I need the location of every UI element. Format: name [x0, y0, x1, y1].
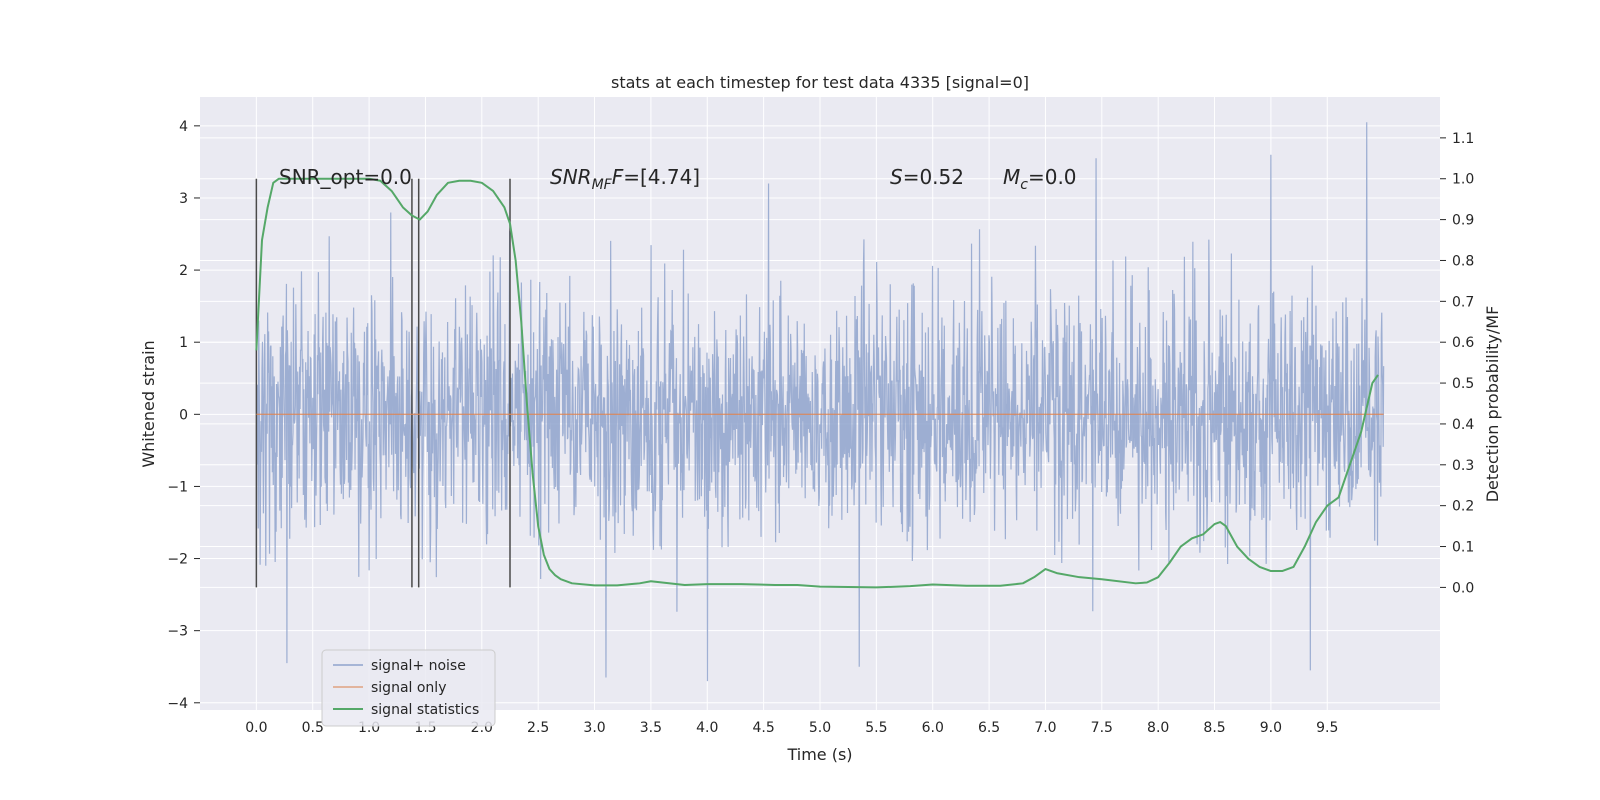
annotation-snr-mf: SNRMFF=[4.74] [550, 165, 700, 193]
x-tick-label: 0.0 [245, 720, 267, 736]
y-tick-label: −2 [167, 552, 188, 568]
legend-label-statistics: signal statistics [371, 702, 479, 718]
y-tick-label: 3 [179, 191, 188, 207]
x-tick-label: 6.5 [978, 720, 1000, 736]
y-tick-label: −3 [167, 624, 188, 640]
x-tick-label: 5.5 [865, 720, 887, 736]
y-tick-label: −1 [167, 479, 188, 495]
y-tick-label: 1 [179, 335, 188, 351]
y2-tick-label: 0.6 [1452, 335, 1474, 351]
mc-subscript: c [1020, 177, 1028, 193]
snr-mf-symbol: SNR [550, 165, 592, 189]
x-tick-label: 9.0 [1260, 720, 1282, 736]
annotation-mc: Mc=0.0 [1003, 165, 1077, 193]
x-tick-label: 8.5 [1203, 720, 1225, 736]
signal-statistics-series [255, 177, 1379, 589]
snr-mf-subscript: MF [592, 177, 613, 193]
y2-tick-label: 1.0 [1452, 172, 1474, 188]
y-tick-label: 2 [179, 263, 188, 279]
x-tick-label: 5.0 [809, 720, 831, 736]
y-tick-label: 4 [179, 119, 188, 135]
legend-label-noise: signal+ noise [371, 658, 466, 674]
x-tick-label: 7.0 [1034, 720, 1056, 736]
axis-ticks: 0.0 0.5 1.0 1.5 2.0 2.5 3.0 3.5 4.0 4.5 5.0 5.5 6.0 6… [167, 119, 1474, 736]
s-value: =0.52 [903, 165, 964, 189]
x-tick-label: 7.5 [1091, 720, 1113, 736]
y-axis-label: Whitened strain [139, 340, 158, 467]
x-tick-label: 8.0 [1147, 720, 1169, 736]
y2-tick-label: 0.2 [1452, 499, 1474, 515]
x-axis-label: Time (s) [786, 745, 852, 764]
y2-tick-label: 0.3 [1452, 458, 1474, 474]
chart-title: stats at each timestep for test data 433… [611, 73, 1029, 92]
signal-noise-series [255, 122, 1385, 682]
x-tick-label: 4.5 [753, 720, 775, 736]
grid-lines [200, 97, 1440, 710]
y2-tick-label: 1.1 [1452, 131, 1474, 147]
y2-tick-label: 0.5 [1452, 376, 1474, 392]
y2-axis-label: Detection probability/MF [1483, 306, 1502, 503]
statistics-line [255, 177, 1379, 589]
legend-label-signal: signal only [371, 680, 446, 696]
annotation-snr-opt: SNR_opt=0.0 [279, 165, 412, 189]
x-tick-label: 3.5 [640, 720, 662, 736]
y-tick-label: 0 [179, 407, 188, 423]
y2-tick-label: 0.0 [1452, 580, 1474, 596]
snr-mf-f: F [612, 165, 624, 189]
y2-tick-label: 0.9 [1452, 213, 1474, 229]
x-tick-label: 9.5 [1316, 720, 1338, 736]
annotation-s: S=0.52 [890, 165, 964, 189]
x-tick-label: 3.0 [583, 720, 605, 736]
x-tick-label: 6.0 [922, 720, 944, 736]
noise-line [255, 122, 1385, 682]
legend-box [321, 649, 496, 727]
mc-value: =0.0 [1028, 165, 1077, 189]
y-tick-label: −4 [167, 696, 188, 712]
legend: signal+ noise signal only signal statist… [321, 649, 496, 727]
s-symbol: S [890, 165, 903, 189]
y2-tick-label: 0.4 [1452, 417, 1474, 433]
vertical-markers [255, 178, 511, 588]
mc-symbol: M [1003, 165, 1020, 189]
y2-tick-label: 0.8 [1452, 253, 1474, 269]
x-tick-label: 4.0 [696, 720, 718, 736]
y2-tick-label: 0.1 [1452, 540, 1474, 556]
x-tick-label: 2.5 [527, 720, 549, 736]
x-tick-label: 0.5 [302, 720, 324, 736]
y2-tick-label: 0.7 [1452, 294, 1474, 310]
snr-mf-value: =[4.74] [623, 165, 700, 189]
